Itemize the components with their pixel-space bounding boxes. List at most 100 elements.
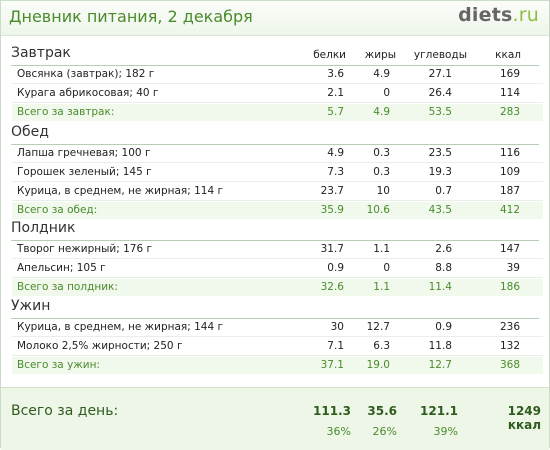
total-carbs-value: 11.4 xyxy=(428,281,452,293)
food-fat-value: 0 xyxy=(383,87,390,99)
day-fat-percent: 26% xyxy=(372,425,397,438)
col-carbs-header: углеводы xyxy=(413,49,467,61)
day-total-panel: Всего за день: 111.3 35.6 121.1 1249 кка… xyxy=(1,387,549,450)
food-kcal-value: 132 xyxy=(499,340,520,352)
logo-main: diets xyxy=(458,4,513,26)
meal-total-label: Всего за завтрак: xyxy=(17,106,115,118)
food-protein-value: 4.9 xyxy=(327,147,344,159)
day-carbs-percent: 39% xyxy=(433,425,458,438)
food-fat-value: 6.3 xyxy=(373,340,390,352)
food-row[interactable]: Молоко 2,5% жирности; 250 г 7.1 6.3 11.8 132 xyxy=(12,338,543,356)
food-kcal-value: 109 xyxy=(499,166,520,178)
food-name: Курага абрикосовая; 40 г xyxy=(17,87,159,99)
meal-divider xyxy=(11,65,539,66)
total-kcal-value: 186 xyxy=(499,281,520,293)
total-kcal-value: 412 xyxy=(499,204,520,216)
food-name: Курица, в среднем, не жирная; 144 г xyxy=(17,321,224,333)
food-fat-value: 4.9 xyxy=(373,68,390,80)
col-fat-header: жиры xyxy=(364,49,396,61)
day-total-carbs: 121.1 xyxy=(420,404,458,418)
total-fat-value: 19.0 xyxy=(366,359,390,371)
food-carbs-value: 2.6 xyxy=(435,243,452,255)
food-fat-value: 1.1 xyxy=(373,243,390,255)
total-carbs-value: 12.7 xyxy=(428,359,452,371)
food-row[interactable]: Апельсин; 105 г 0.9 0 8.8 39 xyxy=(12,260,543,278)
meal-title: Полдник xyxy=(11,220,76,236)
food-carbs-value: 19.3 xyxy=(428,166,452,178)
meal-divider xyxy=(11,144,539,145)
food-row[interactable]: Курица, в среднем, не жирная; 144 г 30 12.… xyxy=(12,319,543,337)
meal-total-label: Всего за ужин: xyxy=(17,359,100,371)
food-row[interactable]: Горошек зеленый; 145 г 7.3 0.3 19.3 109 xyxy=(12,164,543,182)
diets-logo[interactable]: diets.ru xyxy=(458,4,539,26)
food-row[interactable]: Лапша гречневая; 100 г 4.9 0.3 23.5 116 xyxy=(12,145,543,163)
food-fat-value: 0 xyxy=(383,262,390,274)
day-total-fat: 35.6 xyxy=(367,404,397,418)
day-protein-percent: 36% xyxy=(326,425,351,438)
food-name: Творог нежирный; 176 г xyxy=(17,243,152,255)
day-total-kcal: 1249 ккал xyxy=(507,404,541,432)
meal-title: Завтрак xyxy=(11,45,71,61)
food-kcal-value: 236 xyxy=(499,321,520,333)
food-fat-value: 10 xyxy=(376,185,390,197)
food-row[interactable]: Курица, в среднем, не жирная; 114 г 23.7 1… xyxy=(12,183,543,201)
food-row[interactable]: Творог нежирный; 176 г 31.7 1.1 2.6 147 xyxy=(12,241,543,259)
food-kcal-value: 116 xyxy=(499,147,520,159)
header-bar: Дневник питания, 2 декабря diets.ru xyxy=(1,1,549,36)
total-protein-value: 35.9 xyxy=(320,204,344,216)
food-kcal-value: 39 xyxy=(506,262,520,274)
food-row[interactable]: Курага абрикосовая; 40 г 2.1 0 26.4 114 xyxy=(12,85,543,103)
food-fat-value: 12.7 xyxy=(366,321,390,333)
food-row[interactable]: Овсянка (завтрак); 182 г 3.6 4.9 27.1 169 xyxy=(12,66,543,84)
total-kcal-value: 368 xyxy=(499,359,520,371)
food-protein-value: 2.1 xyxy=(327,87,344,99)
food-kcal-value: 187 xyxy=(499,185,520,197)
food-protein-value: 7.3 xyxy=(327,166,344,178)
food-protein-value: 23.7 xyxy=(320,185,344,197)
col-protein-header: белки xyxy=(313,49,346,61)
day-total-protein: 111.3 xyxy=(313,404,351,418)
food-kcal-value: 169 xyxy=(499,68,520,80)
food-name: Курица, в среднем, не жирная; 114 г xyxy=(17,185,224,197)
meal-divider xyxy=(11,240,539,241)
total-carbs-value: 53.5 xyxy=(428,106,452,118)
meal-total-row: Всего за ужин: 37.1 19.0 12.7 368 xyxy=(12,357,543,374)
total-fat-value: 10.6 xyxy=(366,204,390,216)
total-protein-value: 37.1 xyxy=(320,359,344,371)
food-name: Горошек зеленый; 145 г xyxy=(17,166,152,178)
food-carbs-value: 23.5 xyxy=(428,147,452,159)
total-kcal-value: 283 xyxy=(499,106,520,118)
food-name: Овсянка (завтрак); 182 г xyxy=(17,68,155,80)
meal-total-row: Всего за полдник: 32.6 1.1 11.4 186 xyxy=(12,279,543,296)
food-carbs-value: 0.9 xyxy=(435,321,452,333)
meal-total-row: Всего за завтрак: 5.7 4.9 53.5 283 xyxy=(12,104,543,121)
food-protein-value: 3.6 xyxy=(327,68,344,80)
page-title: Дневник питания, 2 декабря xyxy=(9,7,253,26)
meal-total-label: Всего за полдник: xyxy=(17,281,118,293)
food-carbs-value: 8.8 xyxy=(435,262,452,274)
meal-total-row: Всего за обед: 35.9 10.6 43.5 412 xyxy=(12,202,543,219)
food-protein-value: 30 xyxy=(330,321,344,333)
food-carbs-value: 27.1 xyxy=(428,68,452,80)
meal-divider xyxy=(11,318,539,319)
total-carbs-value: 43.5 xyxy=(428,204,452,216)
col-kcal-header: ккал xyxy=(495,49,521,61)
food-fat-value: 0.3 xyxy=(373,166,390,178)
food-kcal-value: 114 xyxy=(499,87,520,99)
food-protein-value: 0.9 xyxy=(327,262,344,274)
food-kcal-value: 147 xyxy=(499,243,520,255)
total-protein-value: 32.6 xyxy=(320,281,344,293)
food-protein-value: 7.1 xyxy=(327,340,344,352)
meal-title: Ужин xyxy=(11,298,51,314)
meal-total-label: Всего за обед: xyxy=(17,204,98,216)
meal-title: Обед xyxy=(11,124,49,140)
total-protein-value: 5.7 xyxy=(327,106,344,118)
food-carbs-value: 26.4 xyxy=(428,87,452,99)
food-protein-value: 31.7 xyxy=(320,243,344,255)
total-fat-value: 1.1 xyxy=(373,281,390,293)
day-total-label: Всего за день: xyxy=(11,403,119,419)
logo-suffix: .ru xyxy=(512,4,539,26)
food-carbs-value: 0.7 xyxy=(435,185,452,197)
food-name: Апельсин; 105 г xyxy=(17,262,106,274)
